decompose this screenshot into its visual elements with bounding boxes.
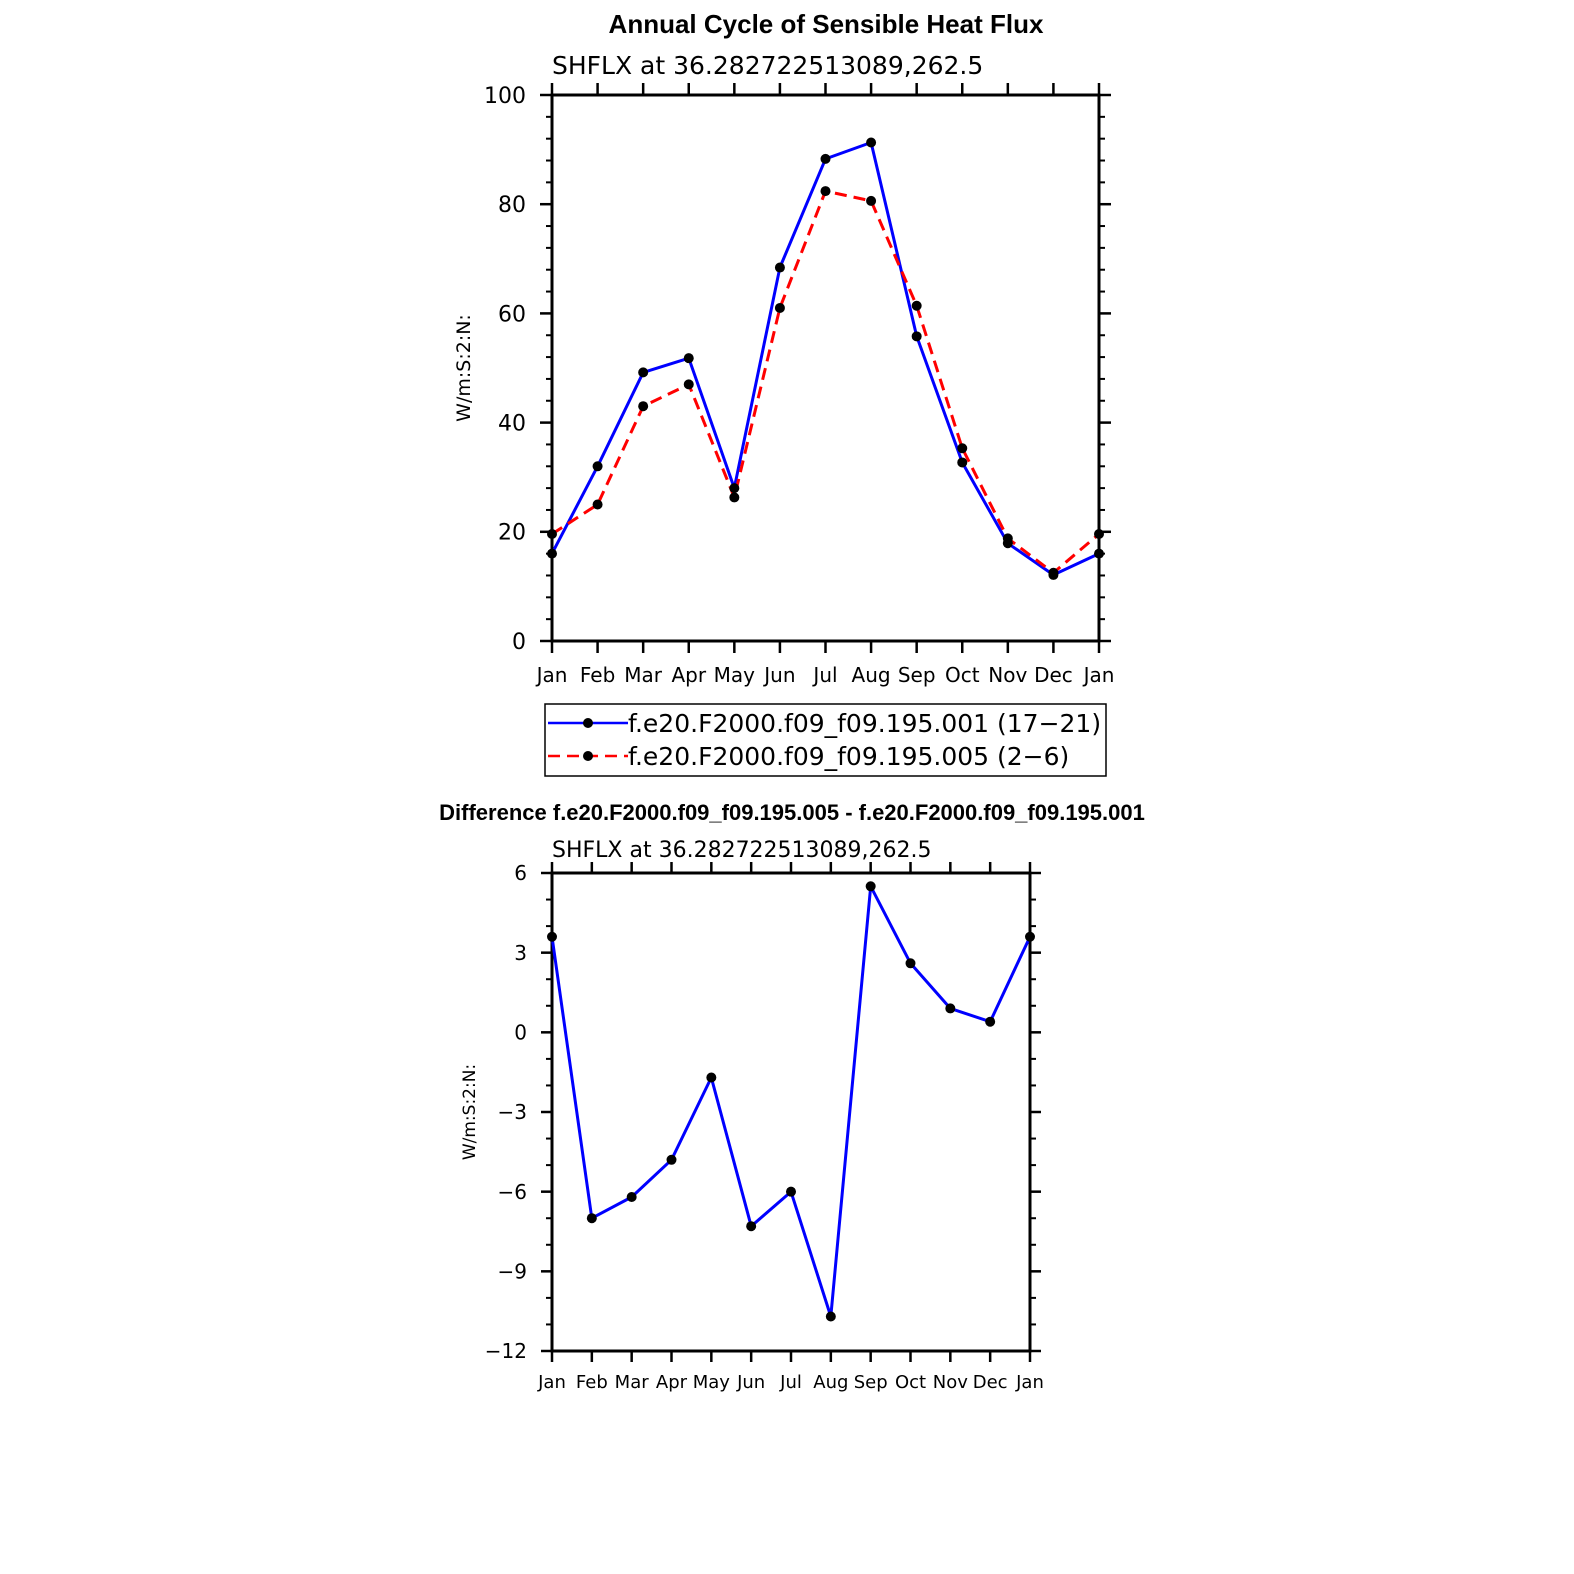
x-tick-label: Nov [933,1372,968,1393]
series-1-point [945,1003,956,1014]
y-tick-label: 100 [484,84,526,109]
series-1-point [1025,931,1035,942]
series-1-point [706,1072,717,1083]
annual-cycle-chart: Annual Cycle of Sensible Heat Flux SHFLX… [453,9,1114,777]
x-tick-label: Jul [811,663,837,687]
x-tick-label: Jan [1015,1372,1044,1393]
series-2-point [729,492,740,503]
x-tick-label: May [714,663,756,687]
chart-subtitle: SHFLX at 36.282722513089,262.5 [552,51,983,80]
y-tick-label: −3 [498,1100,527,1124]
x-tick-label: Jun [736,1372,765,1393]
legend: f.e20.F2000.f09_f09.195.001 (17−21) f.e2… [544,703,1107,777]
legend-marker-series-1 [583,718,593,728]
legend-label-series-2: f.e20.F2000.f09_f09.195.005 (2−6) [628,742,1069,771]
y-tick-label: −12 [485,1339,527,1363]
series-2-point [683,379,694,390]
x-tick-label: Jan [535,663,568,687]
series-1-point [729,483,740,494]
x-tick-label: Sep [898,663,936,687]
series-2-point [638,401,649,412]
series-1-point [592,461,603,472]
x-tick-label: May [693,1372,731,1393]
series-1-point [786,1186,796,1197]
series-1-point [1094,548,1104,559]
x-tick-label: Feb [576,1372,608,1393]
y-tick-label: −6 [498,1180,527,1204]
series-line-1 [550,141,1100,577]
series-line-1 [550,884,1032,1318]
series-1-point [957,457,968,468]
series-1-point [825,1311,836,1322]
y-tick-label: 0 [512,630,526,655]
x-tick-label: Mar [624,663,663,687]
series-1-point [683,353,694,364]
plot-area: Jan Feb Mar Apr May Jun Jul Aug Sep Oct Nov Dec Jan−… [485,861,1044,1393]
y-axis-label: W/m:S:2:N: [460,1064,480,1160]
y-tick-label: 80 [498,193,526,218]
y-tick-label: 0 [514,1021,527,1045]
difference-chart: Difference f.e20.F2000.f09_f09.195.005 -… [439,800,1145,1393]
series-2-point [957,443,968,454]
series-1-point [638,367,649,378]
y-tick-label: 20 [498,521,526,546]
series-2-point [911,300,922,311]
y-tick-label: −9 [498,1260,527,1284]
series-2-point [866,195,877,206]
legend-marker-series-2 [583,751,593,761]
series-1-point [666,1154,677,1165]
series-line-2 [551,189,1100,575]
x-tick-label: Oct [895,1372,926,1393]
series-2-point [774,302,785,313]
x-tick-label: Jul [779,1372,802,1393]
series-1-point [985,1016,996,1027]
series-1-point [866,137,877,148]
chart-title: Difference f.e20.F2000.f09_f09.195.005 -… [439,800,1145,825]
series-1-point [626,1191,637,1202]
y-tick-label: 60 [498,302,526,327]
x-tick-label: Nov [988,663,1027,687]
series-2-point [1094,528,1104,539]
x-tick-label: Aug [852,663,891,687]
y-axis-label: W/m:S:2:N: [453,314,475,422]
series-2-point [1048,567,1059,578]
x-tick-label: Jan [537,1372,566,1393]
legend-label-series-1: f.e20.F2000.f09_f09.195.001 (17−21) [628,709,1101,738]
x-tick-label: Sep [854,1372,888,1393]
series-1-point [547,548,557,559]
x-tick-label: Mar [615,1372,650,1393]
x-tick-label: Dec [1034,663,1073,687]
x-tick-label: Oct [945,663,980,687]
series-2-point [820,186,831,197]
legend-box [544,703,1107,777]
chart-subtitle: SHFLX at 36.282722513089,262.5 [552,838,932,863]
x-tick-label: Apr [656,1372,688,1393]
series-1-point [820,153,831,164]
series-1-point [865,881,876,892]
series-1-point [774,262,785,273]
series-2-point [1002,533,1013,544]
y-tick-label: 3 [514,941,527,965]
x-tick-label: Jan [1082,663,1115,687]
x-tick-label: Aug [813,1372,848,1393]
series-2-point [547,528,557,539]
series-2-point [592,499,603,510]
plot-frame [550,93,1101,643]
y-tick-label: 40 [498,412,526,437]
x-tick-label: Dec [973,1372,1008,1393]
plot-frame [550,871,1032,1353]
x-tick-label: Feb [580,663,615,687]
x-tick-label: Apr [671,663,706,687]
chart-title: Annual Cycle of Sensible Heat Flux [609,9,1044,39]
plot-area: Jan Feb Mar Apr May Jun Jul Aug Sep Oct Nov Dec Jan 0… [484,83,1114,687]
series-1-point [911,331,922,342]
series-1-point [905,958,916,969]
y-tick-label: 6 [514,861,527,885]
series-1-point [746,1221,757,1232]
series-1-point [586,1213,597,1224]
x-tick-label: Jun [762,663,795,687]
series-1-point [547,931,557,942]
